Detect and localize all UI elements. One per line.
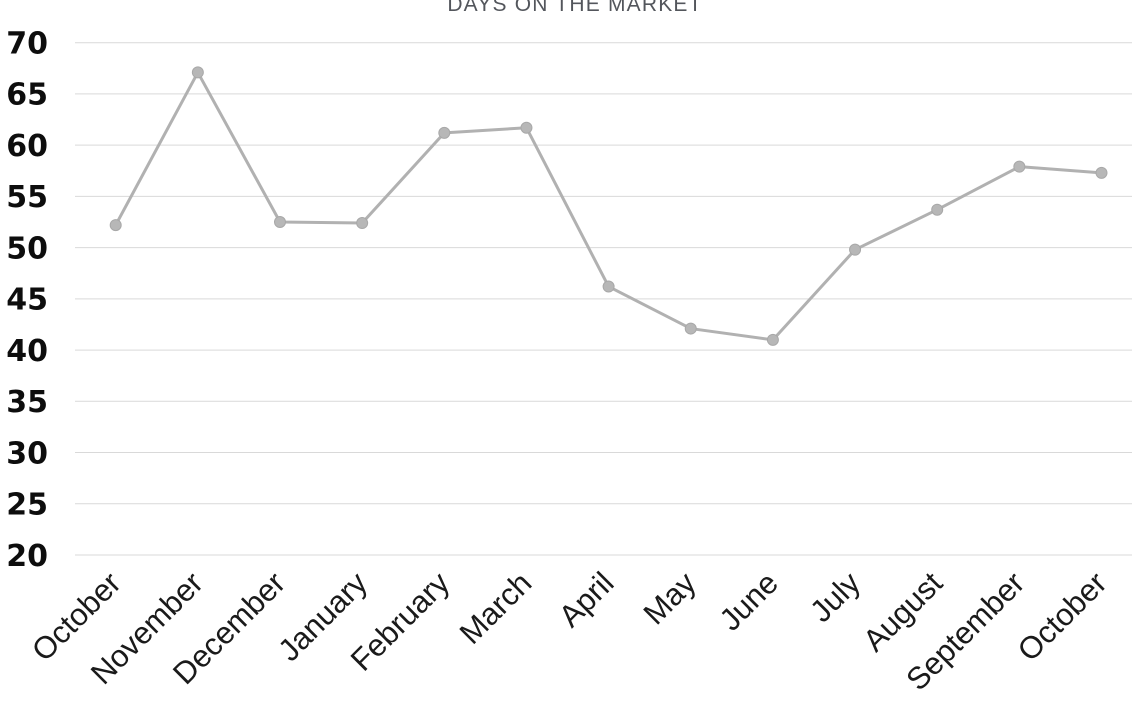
data-point (602, 280, 615, 293)
y-axis-tick-label: 30 (6, 436, 48, 471)
data-point (1013, 160, 1026, 173)
x-axis-tick-label: April (552, 565, 621, 634)
y-axis-tick-label: 65 (6, 78, 48, 113)
data-point (109, 219, 122, 232)
y-axis-tick-label: 40 (6, 334, 48, 369)
data-point (520, 121, 533, 134)
data-point (931, 203, 944, 216)
chart-title: DAYS ON THE MARKET (447, 0, 702, 16)
x-axis-tick-label: July (803, 565, 867, 629)
y-axis-tick-label: 45 (6, 283, 48, 318)
data-point (1095, 166, 1108, 179)
data-point (849, 243, 862, 256)
y-axis-tick-label: 20 (6, 539, 48, 574)
x-axis-tick-label: October (1011, 565, 1114, 668)
x-axis-tick-label: May (637, 565, 704, 632)
trend-line (114, 70, 1103, 342)
chart-graphics: 7065605550454035302520OctoberNovemberDec… (6, 27, 1132, 697)
y-axis-tick-label: 25 (6, 488, 48, 523)
data-point (766, 333, 779, 346)
data-point (684, 322, 697, 335)
y-axis-tick-label: 35 (6, 385, 48, 420)
data-point (438, 126, 451, 139)
data-point (356, 217, 369, 230)
y-axis-tick-label: 60 (6, 129, 48, 164)
x-axis-tick-label: March (453, 565, 539, 651)
data-point (191, 66, 204, 79)
y-axis-tick-label: 70 (6, 27, 48, 62)
x-axis-tick-label: June (713, 565, 785, 637)
y-axis-tick-label: 55 (6, 180, 48, 215)
data-point (274, 216, 286, 229)
y-axis-tick-label: 50 (6, 231, 48, 266)
